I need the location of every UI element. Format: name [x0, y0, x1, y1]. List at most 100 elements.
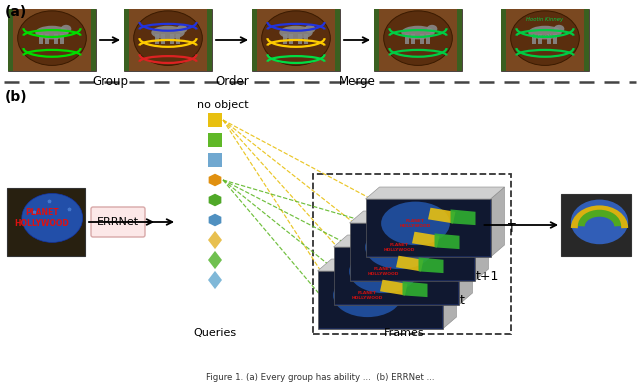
Bar: [547, 34, 550, 44]
Bar: [333, 247, 458, 305]
Polygon shape: [428, 208, 456, 223]
Ellipse shape: [427, 25, 437, 33]
Bar: [156, 34, 159, 44]
Text: (a): (a): [5, 5, 28, 19]
Text: PLANET
HOLLYWOOD: PLANET HOLLYWOOD: [15, 208, 70, 228]
Bar: [252, 9, 262, 71]
Text: (b): (b): [5, 90, 28, 104]
Bar: [335, 248, 458, 304]
Ellipse shape: [262, 11, 330, 65]
Bar: [501, 9, 511, 71]
Polygon shape: [208, 271, 222, 289]
Bar: [367, 200, 490, 256]
Bar: [257, 9, 335, 71]
Bar: [202, 9, 212, 71]
Ellipse shape: [401, 26, 435, 39]
Bar: [86, 9, 96, 71]
Bar: [60, 34, 64, 44]
Bar: [317, 271, 442, 329]
Polygon shape: [209, 214, 221, 226]
Bar: [380, 9, 457, 71]
Ellipse shape: [528, 26, 562, 39]
Ellipse shape: [18, 11, 86, 65]
Bar: [351, 224, 474, 280]
Bar: [330, 9, 340, 71]
Bar: [365, 199, 490, 257]
Ellipse shape: [61, 25, 72, 33]
Bar: [579, 9, 589, 71]
Polygon shape: [419, 258, 444, 273]
Bar: [13, 9, 91, 71]
Ellipse shape: [35, 26, 68, 39]
Ellipse shape: [151, 26, 185, 39]
Polygon shape: [349, 211, 488, 223]
Ellipse shape: [134, 11, 202, 65]
Ellipse shape: [381, 202, 450, 245]
Polygon shape: [403, 281, 428, 297]
Bar: [501, 9, 589, 71]
Bar: [124, 9, 134, 71]
Text: PLANET
HOLLYWOOD: PLANET HOLLYWOOD: [400, 219, 431, 228]
Polygon shape: [474, 211, 488, 281]
Bar: [312, 174, 511, 334]
Bar: [124, 9, 212, 71]
Bar: [374, 9, 462, 71]
Text: Hootin Kinney: Hootin Kinney: [527, 17, 564, 22]
Polygon shape: [380, 280, 408, 295]
Polygon shape: [317, 259, 456, 271]
Text: PLANET
HOLLYWOOD: PLANET HOLLYWOOD: [352, 291, 383, 300]
Ellipse shape: [384, 11, 452, 65]
Bar: [538, 34, 542, 44]
Polygon shape: [396, 256, 424, 272]
Ellipse shape: [571, 200, 628, 244]
Bar: [8, 9, 96, 71]
Text: Toymaker: Toymaker: [532, 34, 558, 39]
Bar: [506, 9, 584, 71]
Bar: [208, 113, 222, 127]
Bar: [451, 9, 462, 71]
Bar: [426, 34, 430, 44]
Ellipse shape: [365, 226, 434, 269]
Ellipse shape: [305, 25, 316, 33]
Ellipse shape: [511, 11, 579, 65]
Text: PLANET
HOLLYWOOD: PLANET HOLLYWOOD: [368, 267, 399, 276]
Bar: [252, 9, 340, 71]
Text: Figure 1. (a) Every group has ability ...  (b) ERRNet ...: Figure 1. (a) Every group has ability ..…: [205, 373, 435, 382]
Ellipse shape: [177, 25, 188, 33]
Text: Order: Order: [215, 75, 249, 88]
Bar: [177, 34, 180, 44]
Polygon shape: [333, 235, 472, 247]
Polygon shape: [458, 235, 472, 305]
Bar: [298, 34, 301, 44]
Bar: [305, 34, 308, 44]
Bar: [412, 34, 415, 44]
Text: t+1: t+1: [476, 270, 499, 282]
Text: Merge: Merge: [339, 75, 376, 88]
Polygon shape: [490, 187, 504, 257]
Ellipse shape: [554, 25, 564, 33]
Text: no object: no object: [197, 100, 249, 110]
Bar: [208, 153, 222, 167]
Polygon shape: [209, 194, 221, 206]
Bar: [39, 34, 43, 44]
Bar: [532, 34, 536, 44]
Text: t: t: [460, 293, 465, 307]
Bar: [170, 34, 173, 44]
Polygon shape: [209, 174, 221, 186]
Text: Frames: Frames: [384, 328, 424, 338]
Polygon shape: [442, 259, 456, 329]
Bar: [8, 9, 19, 71]
Bar: [289, 34, 293, 44]
Bar: [161, 34, 165, 44]
FancyBboxPatch shape: [91, 207, 145, 237]
Text: Group: Group: [92, 75, 128, 88]
Bar: [561, 194, 631, 256]
Bar: [405, 34, 409, 44]
Bar: [45, 34, 49, 44]
Bar: [420, 34, 424, 44]
Bar: [349, 223, 474, 281]
Bar: [374, 9, 385, 71]
Bar: [7, 188, 85, 256]
Polygon shape: [365, 187, 504, 199]
Bar: [554, 34, 557, 44]
